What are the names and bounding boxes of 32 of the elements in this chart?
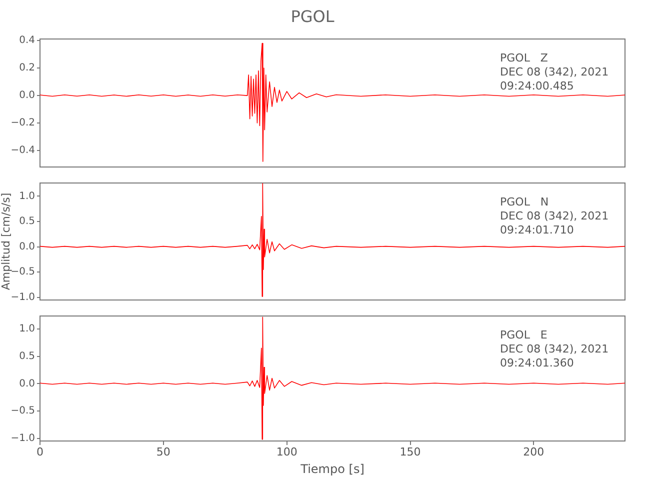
x-tick-label: 200 (523, 445, 544, 458)
x-tick-label: 50 (156, 445, 170, 458)
y-tick-label: 0.2 (19, 62, 35, 74)
annotation: 09:24:00.485 (500, 80, 574, 93)
y-tick-label: 0.4 (19, 35, 35, 46)
y-tick-label: 0.0 (19, 90, 35, 102)
x-tick-label: 0 (36, 445, 44, 458)
y-tick-label: −0.2 (10, 118, 35, 129)
annotation: 09:24:01.360 (500, 356, 574, 370)
x-axis-title: Tiempo [s] (300, 462, 364, 476)
y-tick-label: −0.4 (10, 145, 35, 156)
annotation: DEC 08 (342), 2021 (500, 66, 609, 79)
annotation: PGOL N (500, 195, 549, 208)
y-tick-label: 0.0 (19, 378, 35, 390)
y-tick-label: −1.0 (10, 432, 35, 444)
y-tick-label: 0.5 (19, 216, 35, 228)
y-tick-label: −1.0 (10, 292, 35, 304)
x-tick-label: 100 (276, 445, 298, 458)
chart-title: PGOL (290, 6, 334, 26)
y-tick-label: 0.5 (19, 350, 35, 362)
y-tick-label: −0.5 (10, 266, 35, 278)
x-tick-label: 150 (400, 445, 421, 458)
y-tick-label: 1.0 (19, 190, 35, 202)
annotation: DEC 08 (342), 2021 (500, 209, 609, 222)
annotation: PGOL Z (500, 52, 548, 65)
annotation: DEC 08 (342), 2021 (500, 342, 609, 356)
y-tick-label: 0.0 (19, 241, 35, 252)
annotation: 09:24:01.710 (500, 223, 574, 236)
y-tick-label: −0.5 (10, 406, 35, 417)
y-axis-title: Amplitud [cm/s/s] (0, 192, 12, 290)
y-tick-label: 1.0 (19, 324, 35, 335)
annotation: PGOL E (500, 328, 548, 342)
